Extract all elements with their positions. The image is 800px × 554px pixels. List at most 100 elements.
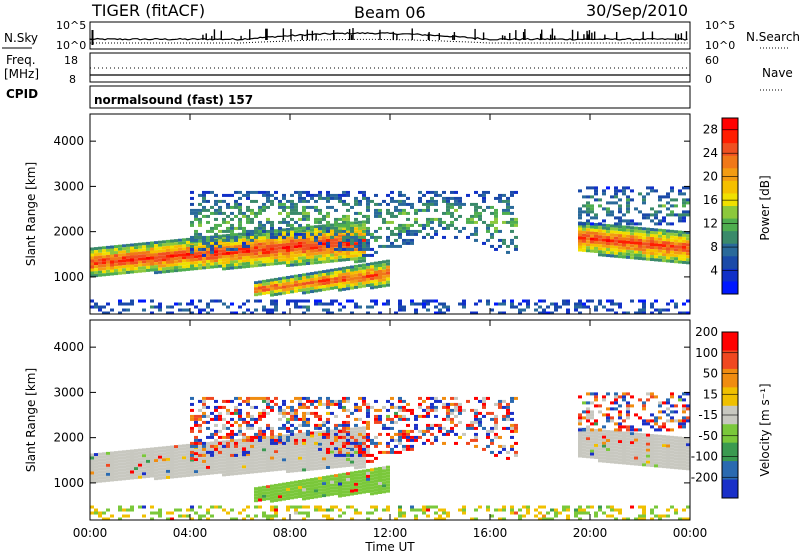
velocity-cell <box>386 483 390 487</box>
power-cell <box>270 235 274 239</box>
velocity-cell <box>214 405 218 409</box>
velocity-cell <box>322 508 326 512</box>
power-cell <box>650 237 654 241</box>
velocity-cell <box>354 423 358 427</box>
velocity-cell <box>338 491 342 495</box>
velocity-cell <box>654 505 658 509</box>
power-cell <box>170 305 174 309</box>
power-cell <box>118 247 122 251</box>
velocity-cell <box>462 505 466 509</box>
velocity-cell <box>578 439 582 443</box>
power-cell <box>394 238 398 242</box>
velocity-cell <box>266 423 270 427</box>
power-cell <box>378 263 382 267</box>
velocity-cell <box>674 442 678 446</box>
velocity-cell <box>354 463 358 467</box>
velocity-cell <box>122 477 126 481</box>
velocity-cell <box>302 494 306 498</box>
colorbar-swatch <box>722 231 738 245</box>
velocity-cell <box>370 441 374 445</box>
velocity-cell <box>310 467 314 471</box>
velocity-cell <box>270 426 274 430</box>
velocity-cell <box>238 453 242 457</box>
velocity-cell <box>286 426 290 430</box>
power-cell <box>262 279 266 283</box>
power-cell <box>586 249 590 253</box>
power-cell <box>150 265 154 269</box>
power-cell <box>686 252 690 256</box>
power-cell <box>286 232 290 236</box>
velocity-cell <box>302 517 306 521</box>
power-cell <box>346 247 350 251</box>
velocity-cell <box>494 435 498 439</box>
power-cell <box>338 247 342 251</box>
velocity-cell <box>590 446 594 450</box>
velocity-cell <box>390 402 394 406</box>
velocity-cell <box>674 410 678 414</box>
velocity-cell <box>282 497 286 501</box>
velocity-cell <box>618 449 622 453</box>
velocity-cell <box>430 405 434 409</box>
velocity-cell <box>478 399 482 403</box>
velocity-cell <box>114 454 118 458</box>
velocity-cell <box>630 438 634 442</box>
power-cell <box>194 217 198 221</box>
velocity-cell <box>382 487 386 491</box>
power-cell <box>302 241 306 245</box>
velocity-cell <box>306 467 310 471</box>
velocity-cell <box>354 405 358 409</box>
velocity-cell <box>406 447 410 451</box>
power-cell <box>350 271 354 275</box>
velocity-cell <box>674 445 678 449</box>
velocity-cell <box>602 435 606 439</box>
colorbar-tick-label: 16 <box>703 193 718 207</box>
velocity-cell <box>378 420 382 424</box>
power-cell <box>198 311 202 315</box>
velocity-cell <box>374 456 378 460</box>
power-cell <box>98 252 102 256</box>
velocity-cell <box>134 467 138 471</box>
power-cell <box>206 199 210 203</box>
power-cell <box>126 249 130 253</box>
power-cell <box>358 226 362 230</box>
power-cell <box>542 311 546 315</box>
power-cell <box>222 234 226 238</box>
power-cell <box>346 225 350 228</box>
velocity-cell <box>330 505 334 509</box>
power-cell <box>302 253 306 257</box>
power-cell <box>278 202 282 206</box>
power-cell <box>430 199 434 203</box>
power-cell <box>498 302 502 306</box>
velocity-cell <box>246 423 250 427</box>
velocity-cell <box>314 437 318 441</box>
power-cell <box>330 235 334 239</box>
power-cell <box>674 204 678 208</box>
velocity-cell <box>306 432 310 436</box>
power-cell <box>322 302 326 306</box>
velocity-cell <box>666 447 670 451</box>
power-cell <box>118 256 122 260</box>
power-cell <box>598 238 602 242</box>
velocity-cell <box>642 401 646 405</box>
velocity-cell <box>102 452 106 456</box>
power-cell <box>306 252 310 256</box>
velocity-cell <box>358 432 362 436</box>
power-cell <box>386 238 390 242</box>
velocity-cell <box>198 438 202 442</box>
velocity-cell <box>622 517 626 521</box>
power-cell <box>102 246 106 250</box>
velocity-cell <box>222 470 226 474</box>
power-cell <box>242 235 246 239</box>
velocity-cell <box>594 392 598 396</box>
velocity-cell <box>106 463 110 467</box>
power-cell <box>354 257 358 261</box>
velocity-cell <box>450 396 454 400</box>
power-cell <box>342 235 346 239</box>
power-cell <box>354 273 358 277</box>
velocity-cell <box>566 508 570 512</box>
power-cell <box>658 258 662 262</box>
power-cell <box>374 302 378 306</box>
power-cell <box>410 238 414 242</box>
velocity-cell <box>290 490 294 494</box>
power-cell <box>626 195 630 199</box>
